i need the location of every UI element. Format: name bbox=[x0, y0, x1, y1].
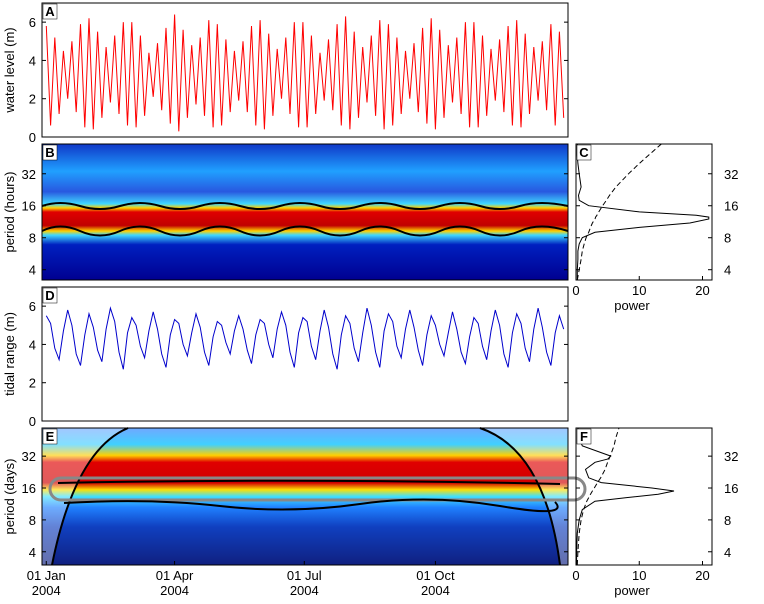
x-tick-label: 01 Jan 2004 bbox=[26, 568, 66, 598]
y-tick-label: 16 bbox=[724, 199, 738, 214]
plot-frame bbox=[41, 286, 569, 422]
y-tick-label: 2 bbox=[29, 376, 36, 391]
panel-label: E bbox=[46, 429, 55, 444]
y-axis-label: tidal range (m) bbox=[2, 312, 17, 396]
plot-frame bbox=[41, 143, 569, 281]
y-tick-label: 16 bbox=[22, 199, 36, 214]
y-tick-label: 4 bbox=[29, 545, 36, 560]
data-line bbox=[45, 306, 565, 370]
wavelet-image-b bbox=[41, 144, 569, 280]
y-tick-label: 0 bbox=[29, 414, 36, 429]
y-tick-label: 8 bbox=[724, 231, 731, 246]
y-tick-label: 6 bbox=[29, 299, 36, 314]
x-tick-label: 10 bbox=[632, 568, 646, 583]
power-line bbox=[576, 143, 662, 281]
y-tick-label: 4 bbox=[29, 53, 36, 68]
panel-label: B bbox=[45, 145, 54, 160]
panel-label-box bbox=[42, 287, 58, 304]
panel-label-box bbox=[42, 3, 58, 20]
y-tick-label: 32 bbox=[724, 167, 738, 182]
x-tick-label: 0 bbox=[572, 568, 579, 583]
y-axis-label: period (hours) bbox=[2, 172, 17, 253]
x-axis-label: power bbox=[614, 583, 650, 598]
y-tick-label: 4 bbox=[724, 545, 731, 560]
panel-label: C bbox=[579, 145, 589, 160]
x-tick-label: 0 bbox=[572, 283, 579, 298]
x-axis-label: power bbox=[614, 298, 650, 313]
power-line bbox=[576, 144, 710, 280]
panel-label: D bbox=[45, 288, 54, 303]
x-tick-label: 10 bbox=[632, 283, 646, 298]
power-line bbox=[576, 427, 675, 565]
plot-frame bbox=[41, 427, 569, 566]
x-tick-label: 20 bbox=[695, 283, 709, 298]
y-tick-label: 6 bbox=[29, 15, 36, 30]
panel-label: A bbox=[45, 4, 55, 19]
y-tick-label: 4 bbox=[724, 263, 731, 278]
x-tick-label: 01 Jul 2004 bbox=[286, 568, 322, 598]
y-tick-label: 0 bbox=[29, 130, 36, 145]
x-tick-label: 01 Apr 2004 bbox=[155, 568, 194, 598]
y-tick-label: 32 bbox=[22, 449, 36, 464]
panel-label-box bbox=[576, 144, 592, 161]
panel-label-box bbox=[42, 144, 58, 161]
y-tick-label: 4 bbox=[29, 337, 36, 352]
panel-label: F bbox=[580, 429, 588, 444]
y-tick-label: 16 bbox=[22, 481, 36, 496]
plot-frame bbox=[575, 143, 713, 281]
panel-label-box bbox=[576, 428, 592, 445]
y-tick-label: 2 bbox=[29, 92, 36, 107]
y-tick-label: 8 bbox=[29, 231, 36, 246]
y-tick-label: 32 bbox=[22, 167, 36, 182]
y-tick-label: 32 bbox=[724, 449, 738, 464]
x-tick-label: 20 bbox=[695, 568, 709, 583]
x-tick-label: 01 Oct 2004 bbox=[416, 568, 455, 598]
y-tick-label: 16 bbox=[724, 481, 738, 496]
y-axis-label: period (days) bbox=[2, 459, 17, 535]
wavelet-image-e bbox=[42, 427, 587, 566]
plot-frame bbox=[575, 427, 713, 566]
panel-label-box bbox=[42, 428, 58, 445]
y-tick-label: 8 bbox=[724, 513, 731, 528]
y-axis-label: water level (m) bbox=[2, 27, 17, 113]
data-line bbox=[45, 14, 565, 132]
y-tick-label: 8 bbox=[29, 513, 36, 528]
plot-frame bbox=[41, 2, 569, 138]
power-line bbox=[576, 427, 620, 566]
y-tick-label: 4 bbox=[29, 263, 36, 278]
